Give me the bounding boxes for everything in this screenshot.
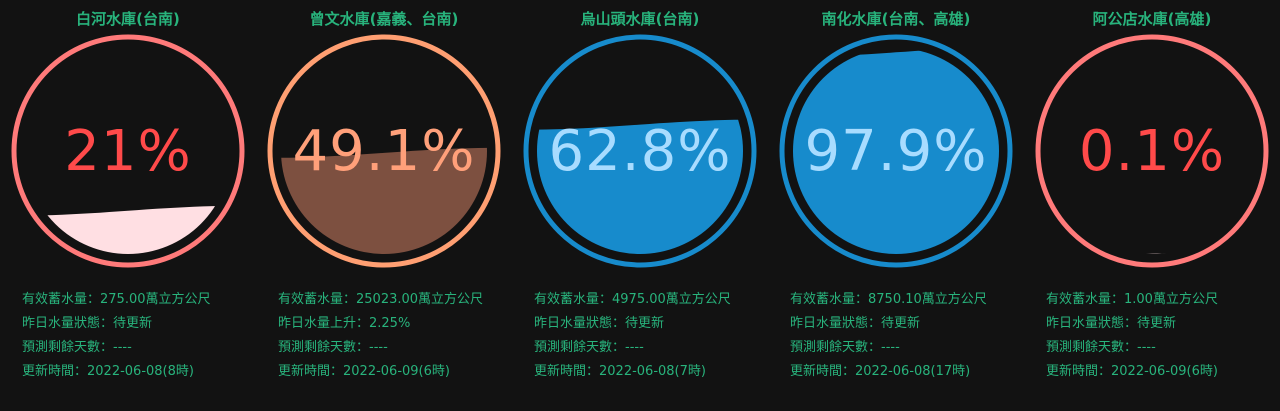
yesterday-status: 昨日水量狀態：待更新 [22,316,153,331]
update-time: 更新時間：2022-06-08(8時) [22,364,194,379]
reservoir-card-wushantou: 烏山頭水庫(台南) 62.8% 有效蓄水量：4975.00萬立方公尺 昨日水量狀… [512,0,768,411]
effective-storage: 有效蓄水量：25023.00萬立方公尺 [278,292,484,307]
predicted-remaining-days: 預測剩餘天數：---- [22,340,132,355]
water-level-gauge: 0.1% [1034,33,1270,269]
reservoir-title: 曾文水庫(嘉義、台南) [309,10,459,28]
update-time: 更新時間：2022-06-08(17時) [790,364,971,379]
gauge-ring [267,34,501,268]
reservoir-title: 南化水庫(台南、高雄) [821,10,971,28]
percent-label: 0.1% [1078,118,1226,184]
percent-label: 97.9% [804,118,988,184]
reservoir-info: 有效蓄水量：275.00萬立方公尺 昨日水量狀態：待更新 預測剩餘天數：----… [22,288,250,384]
gauge-svg [523,34,757,268]
predicted-remaining-days: 預測剩餘天數：---- [790,340,900,355]
gauge-svg [267,34,501,268]
yesterday-status: 昨日水量上升：2.25% [278,316,411,331]
gauge-svg [1035,34,1269,268]
reservoir-card-nanhua: 南化水庫(台南、高雄) 97.9% 有效蓄水量：8750.10萬立方公尺 昨日水… [768,0,1024,411]
yesterday-status: 昨日水量狀態：待更新 [790,316,921,331]
water-fill [793,48,999,254]
update-time: 更新時間：2022-06-09(6時) [278,364,450,379]
water-level-gauge: 49.1% [266,33,502,269]
predicted-remaining-days: 預測剩餘天數：---- [278,340,388,355]
percent-label: 49.1% [292,118,476,184]
gauge-svg [11,34,245,268]
yesterday-status: 昨日水量狀態：待更新 [1046,316,1177,331]
yesterday-status: 昨日水量狀態：待更新 [534,316,665,331]
predicted-remaining-days: 預測剩餘天數：---- [1046,340,1156,355]
effective-storage: 有效蓄水量：275.00萬立方公尺 [22,292,211,307]
water-fill [537,119,743,254]
effective-storage: 有效蓄水量：4975.00萬立方公尺 [534,292,731,307]
percent-label: 62.8% [548,118,732,184]
effective-storage: 有效蓄水量：8750.10萬立方公尺 [790,292,987,307]
reservoir-title: 白河水庫(台南) [76,10,180,28]
reservoir-title: 烏山頭水庫(台南) [580,10,700,28]
update-time: 更新時間：2022-06-09(6時) [1046,364,1218,379]
reservoir-info: 有效蓄水量：4975.00萬立方公尺 昨日水量狀態：待更新 預測剩餘天數：---… [534,288,762,384]
gauge-ring [1035,34,1269,268]
gauge-svg [779,34,1013,268]
water-level-gauge: 21% [10,33,246,269]
water-fill [281,147,487,254]
reservoir-card-zengwen: 曾文水庫(嘉義、台南) 49.1% 有效蓄水量：25023.00萬立方公尺 昨日… [256,0,512,411]
percent-label: 21% [64,118,192,184]
reservoir-card-agongdian: 阿公店水庫(高雄) 0.1% 有效蓄水量：1.00萬立方公尺 昨日水量狀態：待更… [1024,0,1280,411]
reservoir-info: 有效蓄水量：8750.10萬立方公尺 昨日水量狀態：待更新 預測剩餘天數：---… [790,288,1018,384]
update-time: 更新時間：2022-06-08(7時) [534,364,706,379]
reservoir-info: 有效蓄水量：25023.00萬立方公尺 昨日水量上升：2.25% 預測剩餘天數：… [278,288,506,384]
reservoir-info: 有效蓄水量：1.00萬立方公尺 昨日水量狀態：待更新 預測剩餘天數：---- 更… [1046,288,1274,384]
predicted-remaining-days: 預測剩餘天數：---- [534,340,644,355]
water-level-gauge: 62.8% [522,33,758,269]
water-level-gauge: 97.9% [778,33,1014,269]
reservoir-title: 阿公店水庫(高雄) [1092,10,1212,28]
gauge-ring [523,34,757,268]
gauge-ring [11,34,245,268]
gauge-ring [779,34,1013,268]
reservoir-card-baihe: 白河水庫(台南) 21% 有效蓄水量：275.00萬立方公尺 昨日水量狀態：待更… [0,0,256,411]
effective-storage: 有效蓄水量：1.00萬立方公尺 [1046,292,1218,307]
